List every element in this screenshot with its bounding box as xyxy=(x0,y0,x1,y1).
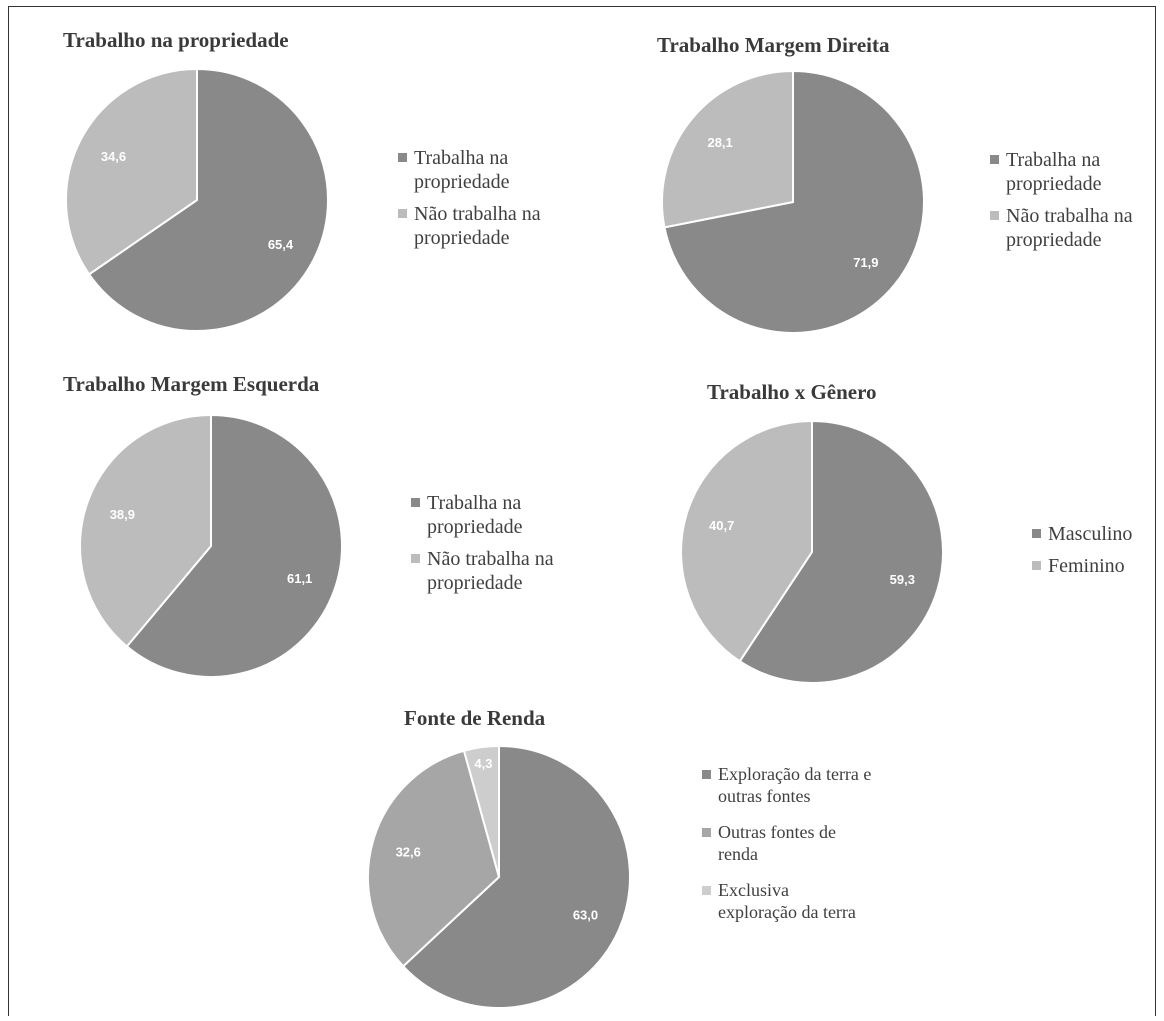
pie-slice xyxy=(462,744,500,878)
pie-slice xyxy=(125,413,343,678)
chart-title: Trabalho x Gênero xyxy=(707,380,877,404)
chart-title: Fonte de Renda xyxy=(404,706,546,730)
slice-value-label: 61,1 xyxy=(287,571,312,586)
pie-chart: 63,0 32,6 4,3 xyxy=(367,744,631,1009)
legend-item: Trabalha na propriedade xyxy=(990,148,1155,196)
pie-slice xyxy=(401,744,631,1009)
legend-label: Não trabalha na propriedade xyxy=(414,203,541,249)
slice-value-label: 40,7 xyxy=(709,518,734,533)
legend-swatch xyxy=(702,886,711,895)
legend-item: Feminino xyxy=(1032,554,1157,578)
legend-item: Exploração da terra e outras fontes xyxy=(702,763,872,807)
legend-item: Não trabalha na propriedade xyxy=(411,547,581,595)
slice-value-label: 59,3 xyxy=(890,572,915,587)
figure-frame xyxy=(8,6,1156,1016)
legend-item: Não trabalha na propriedade xyxy=(398,202,568,250)
slice-value-label: 65,4 xyxy=(268,237,294,252)
legend-label: Masculino xyxy=(1048,523,1133,545)
chart-title: Trabalho Margem Direita xyxy=(657,33,890,57)
pie-chart: 65,4 34,6 xyxy=(65,67,329,332)
legend-label: Trabalha na propriedade xyxy=(1006,149,1102,195)
pie-slice xyxy=(738,419,944,684)
chart-legend: Exploração da terra e outras fontes Outra… xyxy=(702,763,872,937)
legend-label: Exploração da terra e outras fontes xyxy=(718,764,872,806)
pie-chart: 61,1 38,9 xyxy=(79,413,343,678)
slice-value-label: 32,6 xyxy=(396,844,421,859)
slice-value-label: 38,9 xyxy=(110,507,135,522)
legend-swatch xyxy=(990,211,999,220)
slice-value-label: 34,6 xyxy=(101,149,126,164)
legend-swatch xyxy=(990,155,999,164)
pie-slice xyxy=(661,69,794,229)
chart-legend: Trabalha na propriedade Não trabalha na p… xyxy=(990,148,1155,260)
legend-item: Masculino xyxy=(1032,522,1157,546)
chart-title: Trabalho Margem Esquerda xyxy=(63,372,320,396)
legend-swatch xyxy=(398,209,407,218)
pie-slice xyxy=(65,67,198,276)
chart-legend: Trabalha na propriedade Não trabalha na p… xyxy=(411,491,581,603)
legend-label: Não trabalha na propriedade xyxy=(427,548,554,594)
legend-swatch xyxy=(1032,529,1041,538)
pie-chart: 59,3 40,7 xyxy=(680,419,944,684)
legend-swatch xyxy=(702,770,711,779)
chart-title: Trabalho na propriedade xyxy=(63,28,289,52)
legend-swatch xyxy=(398,153,407,162)
legend-item: Trabalha na propriedade xyxy=(411,491,581,539)
slice-value-label: 28,1 xyxy=(707,135,732,150)
slice-value-label: 71,9 xyxy=(853,255,878,270)
legend-item: Trabalha na propriedade xyxy=(398,146,568,194)
pie-slice xyxy=(79,413,212,648)
legend-item: Não trabalha na propriedade xyxy=(990,204,1155,252)
pie-slice xyxy=(87,67,329,332)
pie-chart: 71,9 28,1 xyxy=(661,69,925,334)
slice-value-label: 4,3 xyxy=(474,756,492,771)
legend-label: Outras fontes de renda xyxy=(718,822,836,864)
legend-label: Trabalha na propriedade xyxy=(427,492,523,538)
legend-label: Não trabalha na propriedade xyxy=(1006,205,1133,251)
chart-legend: Trabalha na propriedade Não trabalha na p… xyxy=(398,146,568,258)
legend-label: Trabalha na propriedade xyxy=(414,147,510,193)
pie-slice xyxy=(367,749,501,968)
legend-swatch xyxy=(702,828,711,837)
legend-item: Outras fontes de renda xyxy=(702,821,872,865)
chart-legend: Masculino Feminino xyxy=(1032,522,1157,586)
pie-slice xyxy=(680,419,813,663)
legend-item: Exclusiva exploração da terra xyxy=(702,879,872,923)
legend-swatch xyxy=(1032,561,1041,570)
slice-value-label: 63,0 xyxy=(573,908,598,923)
pie-slice xyxy=(663,69,925,334)
legend-swatch xyxy=(411,498,420,507)
legend-swatch xyxy=(411,554,420,563)
legend-label: Exclusiva exploração da terra xyxy=(718,880,856,922)
legend-label: Feminino xyxy=(1048,555,1125,577)
